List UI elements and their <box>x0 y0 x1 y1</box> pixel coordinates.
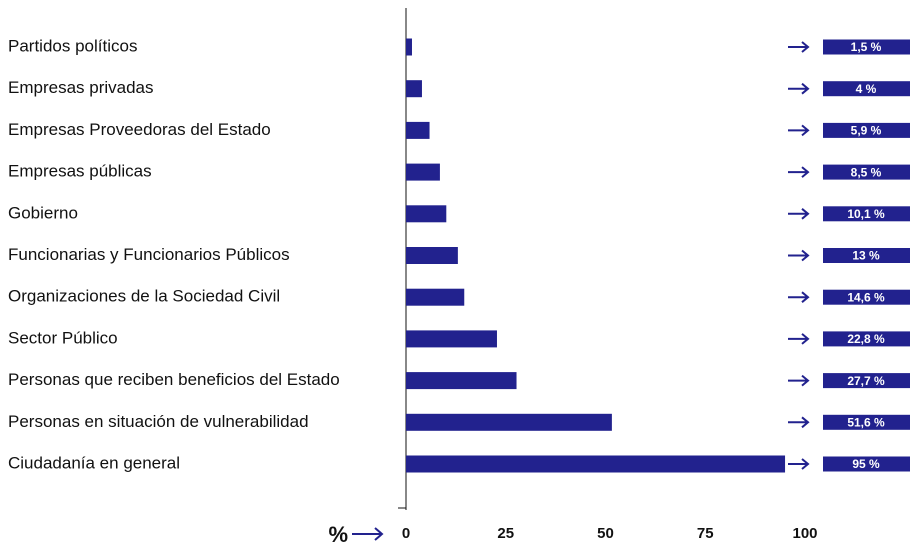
x-tick-label: 75 <box>697 525 714 542</box>
value-label: 4 % <box>856 82 877 96</box>
bar <box>406 455 786 473</box>
row-arrow <box>788 41 810 53</box>
row-arrow <box>788 291 810 303</box>
value-label-box <box>823 414 910 430</box>
axis-arrow <box>352 527 384 541</box>
row-arrow <box>788 208 810 220</box>
category-label: Sector Público <box>8 328 118 347</box>
bar <box>406 163 440 181</box>
value-label: 1,5 % <box>851 40 882 54</box>
value-label: 14,6 % <box>847 290 885 304</box>
category-label: Funcionarias y Funcionarios Públicos <box>8 245 290 264</box>
value-label: 10,1 % <box>847 207 885 221</box>
x-tick-label: 50 <box>597 525 614 542</box>
value-label: 5,9 % <box>851 124 882 138</box>
value-label-box <box>823 206 910 222</box>
row-arrow <box>788 374 810 387</box>
x-axis-label: % <box>328 522 348 547</box>
value-label: 95 % <box>852 457 880 471</box>
value-label-box <box>823 81 910 97</box>
value-label-box <box>823 248 910 263</box>
bar <box>406 80 422 98</box>
row-arrow <box>788 249 810 262</box>
value-label: 51,6 % <box>847 415 885 429</box>
category-label: Empresas públicas <box>8 162 152 181</box>
value-label-box <box>823 289 910 305</box>
bar <box>406 288 465 306</box>
bar <box>406 205 447 223</box>
value-label: 8,5 % <box>851 165 882 179</box>
category-label: Empresas Proveedoras del Estado <box>8 120 271 139</box>
value-label-box <box>823 373 910 389</box>
row-arrow <box>788 333 810 345</box>
value-label-box <box>823 122 910 138</box>
bar <box>406 38 412 56</box>
x-tick-label: 100 <box>792 525 817 542</box>
bar <box>406 413 612 431</box>
value-label-box <box>823 331 910 347</box>
value-label-box <box>823 164 910 180</box>
bar <box>406 372 517 390</box>
row-arrow <box>788 82 810 95</box>
row-arrow <box>788 124 810 137</box>
category-label: Personas que reciben beneficios del Esta… <box>8 370 340 389</box>
x-tick-label: 25 <box>497 525 514 542</box>
x-tick-label: 0 <box>402 525 410 542</box>
bar <box>406 247 458 264</box>
category-label: Ciudadanía en general <box>8 453 180 472</box>
value-label-box <box>823 456 910 472</box>
value-label-box <box>823 39 910 55</box>
value-label: 13 % <box>852 249 880 263</box>
value-label: 22,8 % <box>847 332 885 346</box>
row-arrow <box>788 166 810 178</box>
category-label: Personas en situación de vulnerabilidad <box>8 412 309 431</box>
row-arrow <box>788 458 810 470</box>
category-label: Partidos políticos <box>8 36 137 55</box>
bar <box>406 121 430 139</box>
category-label: Empresas privadas <box>8 78 154 97</box>
value-label: 27,7 % <box>847 374 885 388</box>
category-label: Gobierno <box>8 203 78 222</box>
row-arrow <box>788 416 810 429</box>
bar <box>406 330 497 348</box>
category-label: Organizaciones de la Sociedad Civil <box>8 287 280 306</box>
